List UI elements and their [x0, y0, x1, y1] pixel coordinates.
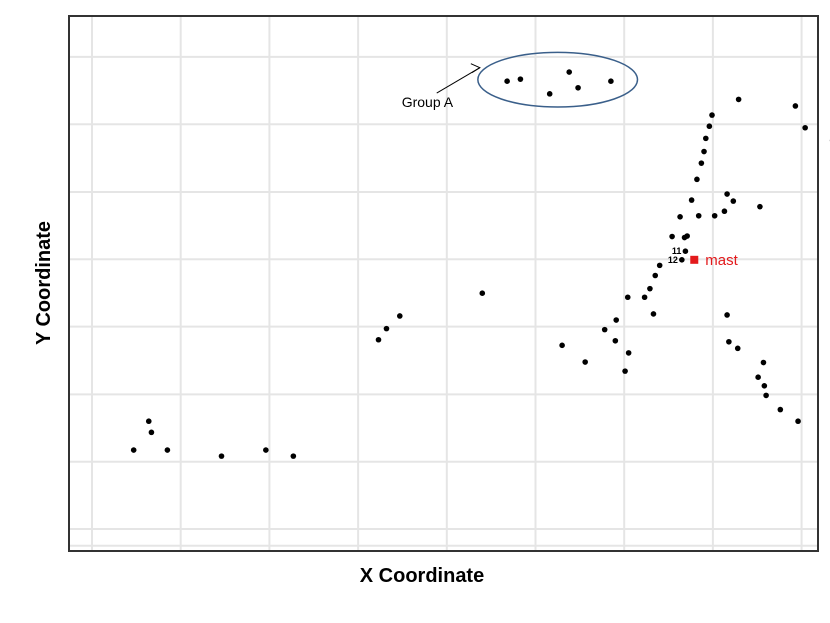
- data-point: [546, 91, 553, 97]
- point-label: 12: [668, 255, 678, 265]
- data-point: [735, 96, 742, 103]
- x-axis-title: X Coordinate: [360, 565, 484, 587]
- point-label: 11: [672, 246, 682, 256]
- data-point: [622, 368, 628, 374]
- data-point: [641, 294, 648, 301]
- data-point: [148, 429, 155, 436]
- data-point: [625, 350, 632, 356]
- data-point: [517, 76, 524, 82]
- group-a-arrow-head: [470, 63, 481, 74]
- data-point: [575, 84, 581, 91]
- data-point: [684, 233, 690, 239]
- data-point: [218, 453, 225, 459]
- data-point: [479, 290, 486, 297]
- data-point: [647, 285, 653, 292]
- data-point: [566, 69, 573, 75]
- data-point: [601, 326, 608, 333]
- data-point: [763, 392, 769, 399]
- mast-marker: [690, 255, 699, 264]
- data-point-labeled: [682, 248, 689, 255]
- data-point: [375, 336, 382, 343]
- data-point: [613, 317, 620, 323]
- data-point: [698, 160, 705, 166]
- data-point: [677, 213, 683, 220]
- data-point: [652, 272, 659, 279]
- data-point: [792, 103, 799, 109]
- data-point: [263, 447, 269, 453]
- data-point: [730, 198, 737, 204]
- data-point: [724, 312, 730, 318]
- data-point: [706, 123, 713, 130]
- data-point: [761, 383, 768, 389]
- y-axis-title: Y Coordinate: [33, 221, 55, 345]
- data-point: [695, 212, 702, 219]
- data-point: [612, 337, 619, 344]
- group-a-label: Group A: [402, 94, 454, 110]
- data-point: [650, 311, 657, 317]
- data-point: [694, 176, 700, 183]
- data-point: [734, 345, 741, 352]
- grid-major: [69, 16, 818, 551]
- data-point: [701, 148, 707, 155]
- data-point: [721, 208, 728, 215]
- data-point: [396, 313, 403, 319]
- data-point: [164, 447, 171, 453]
- group-a-ellipse: [477, 51, 639, 108]
- data-point: [383, 325, 390, 332]
- data-point: [130, 447, 137, 453]
- data-point: [760, 359, 767, 366]
- data-point: [608, 78, 614, 84]
- data-point: [559, 342, 565, 349]
- data-point: [709, 112, 715, 118]
- data-point: [795, 418, 801, 425]
- data-point-labeled: [679, 257, 685, 263]
- data-point: [582, 359, 588, 365]
- data-point: [688, 197, 695, 203]
- data-point: [145, 418, 152, 425]
- data-point: [711, 212, 718, 219]
- data-point: [624, 294, 631, 301]
- data-point: [755, 374, 761, 381]
- data-point: [724, 191, 730, 197]
- data-point: [777, 406, 784, 413]
- data-point: [290, 453, 297, 459]
- data-point: [757, 203, 763, 210]
- data-point: [669, 233, 675, 240]
- data-point: [656, 262, 663, 269]
- data-point: [703, 135, 709, 142]
- data-point: [504, 78, 510, 84]
- mast-label: mast: [705, 252, 738, 269]
- plot-frame: [68, 15, 819, 552]
- data-point: [726, 338, 732, 345]
- data-point: [802, 124, 808, 131]
